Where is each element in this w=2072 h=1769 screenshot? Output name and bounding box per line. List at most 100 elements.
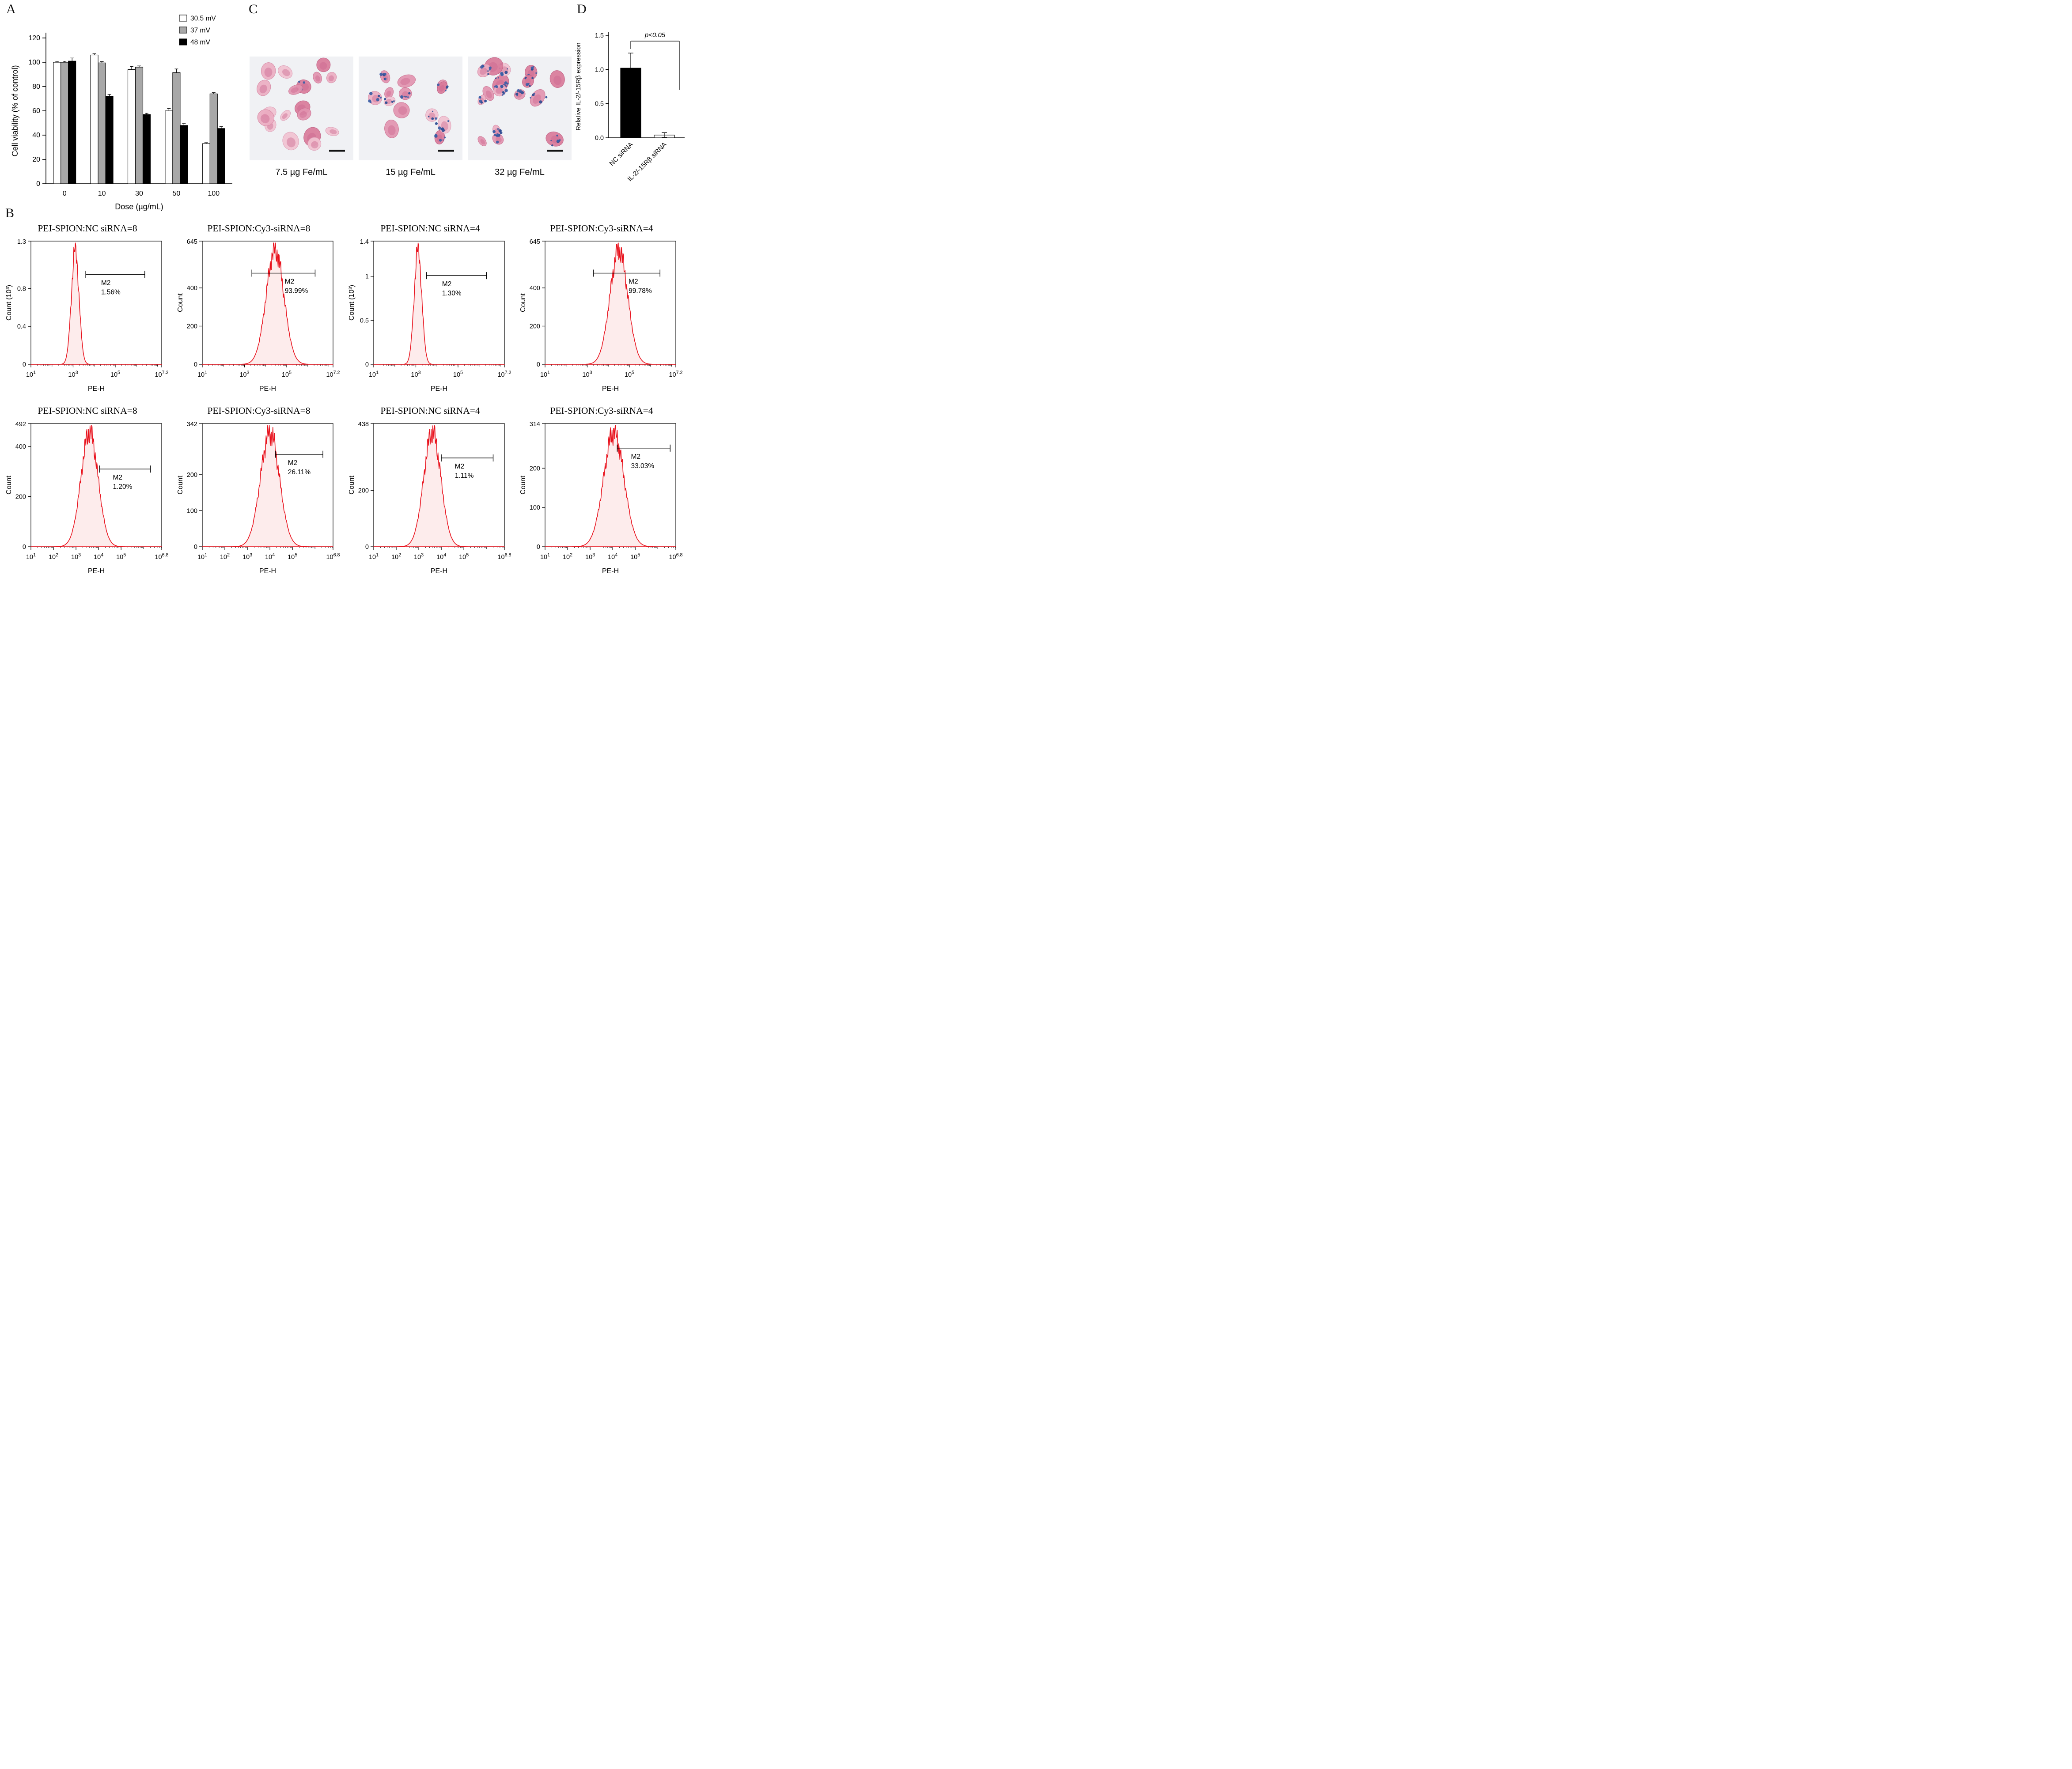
gate-label: M2	[631, 453, 640, 461]
iron-stain	[484, 100, 486, 102]
cell	[297, 108, 311, 121]
histogram-curve	[545, 425, 676, 547]
flow-plot-title: PEI-SPION:Cy3-siRNA=8	[207, 223, 311, 234]
legend-label: 37 mV	[190, 27, 210, 34]
scale-bar	[438, 150, 454, 152]
legend-label: 30.5 mV	[190, 15, 216, 23]
iron-stain	[539, 100, 542, 104]
svg-text:103: 103	[414, 552, 424, 561]
svg-text:105: 105	[288, 552, 297, 561]
histogram-curve	[545, 242, 676, 365]
iron-stain	[379, 96, 382, 99]
iron-stain	[478, 96, 481, 99]
gate-label: M2	[113, 474, 123, 481]
iron-stain	[298, 80, 300, 83]
flow-plot-cell: PEI-SPION:NC siRNA=8 0 0.4 0.8 1.3 101 103 105…	[2, 223, 173, 394]
legend-swatch	[179, 38, 187, 45]
gate-percent: 99.78%	[629, 287, 652, 295]
cell	[326, 72, 337, 83]
cell	[384, 119, 399, 138]
flow-plot-title: PEI-SPION:Cy3-siRNA=4	[550, 405, 653, 416]
viability-bar	[61, 62, 69, 184]
svg-text:100: 100	[187, 507, 197, 514]
iron-stain	[405, 95, 407, 98]
flow-plot-cell: PEI-SPION:NC siRNA=4 0 200 438 101 102 103 104…	[345, 405, 516, 576]
svg-text:0: 0	[63, 190, 67, 197]
viability-bar	[98, 62, 106, 184]
svg-text:106.8: 106.8	[497, 552, 511, 561]
iron-stain	[444, 136, 446, 139]
iron-stain	[369, 91, 373, 95]
iron-stain	[500, 72, 504, 76]
iron-stain	[408, 92, 411, 94]
iron-stain	[434, 134, 438, 137]
flow-histogram: 0 100 200 342 101 102 103 104 105 106.8 M2 26.11% PE…	[177, 421, 340, 575]
svg-text:1.0: 1.0	[595, 66, 604, 73]
legend-swatch	[179, 26, 187, 34]
iron-stain	[376, 98, 379, 102]
gate-percent: 1.30%	[442, 290, 462, 297]
iron-stain	[437, 83, 440, 86]
iron-stain	[497, 77, 499, 79]
iron-stain	[557, 140, 560, 142]
iron-stain	[385, 101, 388, 104]
flow-histogram: 0 200 438 101 102 103 104 105 106.8 M2 1.11% PE-H Co…	[348, 421, 511, 575]
histogram-curve	[30, 425, 162, 547]
svg-text:200: 200	[530, 323, 540, 330]
iron-stain	[379, 72, 383, 76]
flow-plot-title: PEI-SPION:NC siRNA=4	[380, 223, 480, 234]
svg-text:0: 0	[23, 361, 26, 368]
legend-swatch	[179, 15, 187, 22]
svg-text:103: 103	[411, 370, 420, 378]
flow-plot-cell: PEI-SPION:Cy3-siRNA=4 0 100 200 314 101 102 10…	[516, 405, 687, 576]
iron-stain	[532, 66, 534, 68]
y-axis-label: Count (10³)	[5, 285, 13, 321]
svg-text:40: 40	[32, 132, 40, 139]
microscopy-image	[468, 57, 572, 160]
histogram-curve	[30, 242, 162, 365]
iron-stain	[384, 98, 386, 100]
y-axis-label: Count	[519, 293, 527, 312]
flow-row-1: PEI-SPION:NC siRNA=8 0 0.4 0.8 1.3 101 103 105…	[2, 223, 687, 394]
flow-plot-cell: PEI-SPION:NC siRNA=8 0 200 400 492 101 102 103…	[2, 405, 173, 576]
svg-text:100: 100	[530, 504, 540, 511]
svg-text:0: 0	[537, 544, 540, 551]
x-axis-label: PE-H	[88, 567, 105, 575]
iron-stain	[515, 93, 519, 96]
gate-label: M2	[455, 463, 465, 470]
cell	[261, 62, 276, 80]
iron-stain	[519, 89, 522, 92]
iron-stain	[504, 81, 508, 85]
x-axis-label: PE-H	[259, 385, 276, 393]
svg-text:0.0: 0.0	[595, 135, 604, 142]
iron-stain	[550, 140, 552, 142]
micro-caption: 7.5 µg Fe/mL	[275, 167, 328, 177]
y-axis-label: Count	[177, 476, 184, 495]
y-max-label: 1.3	[17, 238, 26, 246]
svg-text:200: 200	[187, 472, 197, 479]
viability-bar	[142, 114, 151, 184]
svg-text:0: 0	[537, 361, 540, 368]
y-axis-label: Cell viability (% of control)	[11, 65, 19, 156]
cell	[325, 127, 339, 136]
micro-image-32: 32 µg Fe/mL	[468, 57, 572, 178]
svg-text:107.2: 107.2	[669, 370, 682, 378]
viability-bar	[68, 60, 76, 184]
panel-d-label: D	[577, 2, 587, 16]
x-axis-label: Dose (µg/mL)	[115, 202, 163, 211]
svg-text:0: 0	[365, 544, 369, 551]
y-max-label: 438	[358, 421, 369, 428]
iron-stain	[391, 101, 394, 103]
iron-stain	[403, 95, 405, 97]
cell	[257, 109, 275, 126]
cell	[393, 102, 410, 118]
svg-text:101: 101	[540, 370, 550, 378]
svg-text:101: 101	[369, 552, 379, 561]
svg-text:103: 103	[68, 370, 78, 378]
plot-frame	[30, 241, 162, 365]
svg-text:400: 400	[187, 285, 197, 292]
svg-text:106.8: 106.8	[155, 552, 168, 561]
micro-background	[359, 57, 462, 160]
flow-plot-title: PEI-SPION:NC siRNA=8	[38, 405, 137, 416]
gate-percent: 93.99%	[285, 287, 308, 295]
